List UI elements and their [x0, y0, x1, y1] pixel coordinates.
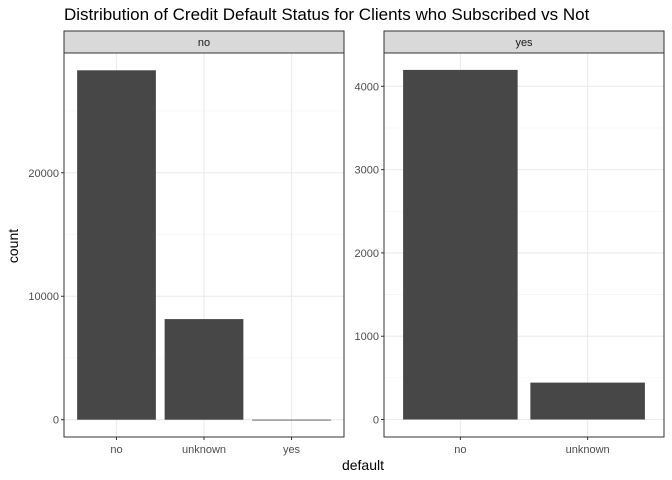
x-tick-label: yes — [283, 444, 301, 456]
y-tick-label: 10000 — [28, 291, 59, 303]
bar-no-no — [77, 70, 156, 420]
facet-strip-label: no — [198, 37, 210, 49]
x-tick-label: no — [454, 444, 466, 456]
x-tick-label: no — [110, 444, 122, 456]
x-tick-label: unknown — [566, 444, 610, 456]
y-tick-label: 0 — [53, 415, 59, 427]
facet-panels: no 0 10000 20000 no unknown yes yes 0 1000 2000 300… — [28, 30, 665, 456]
bar-yes-unknown — [530, 382, 645, 420]
y-tick-label: 0 — [373, 415, 379, 427]
y-tick-label: 1000 — [355, 331, 379, 343]
facet-panel-yes: yes 0 1000 2000 3000 4000 no unknown — [355, 30, 665, 456]
bar-yes-no — [403, 69, 518, 420]
facet-strip-label: yes — [515, 37, 533, 49]
bar-no-yes — [252, 419, 331, 421]
chart-title: Distribution of Credit Default Status fo… — [64, 5, 590, 24]
bar-no-unknown — [164, 319, 244, 420]
panel-border — [383, 52, 665, 438]
y-tick-label: 4000 — [355, 81, 379, 93]
y-tick-label: 20000 — [28, 168, 59, 180]
x-tick-label: unknown — [182, 444, 226, 456]
y-axis-title: count — [5, 229, 21, 263]
x-axis-title: default — [342, 457, 384, 473]
y-tick-label: 2000 — [355, 248, 379, 260]
facet-panel-no: no 0 10000 20000 no unknown yes — [28, 30, 345, 456]
y-tick-label: 3000 — [355, 165, 379, 177]
